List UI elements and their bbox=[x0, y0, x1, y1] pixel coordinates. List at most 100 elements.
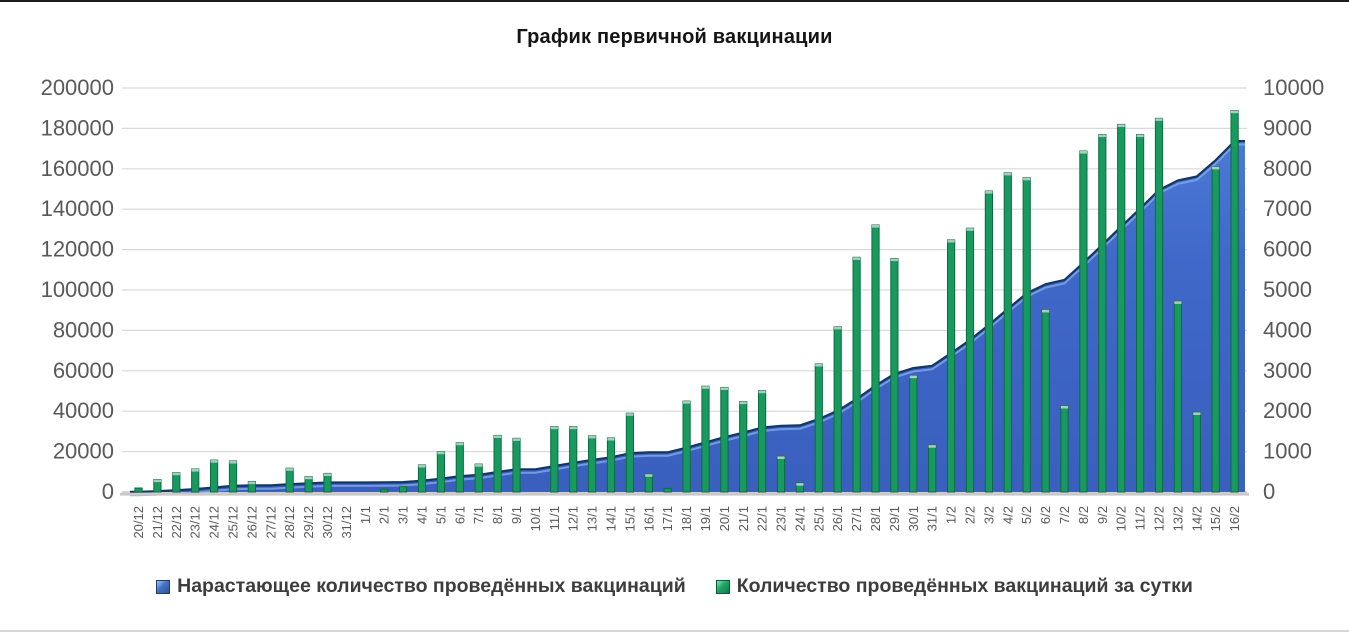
x-axis-tick-label: 15/2 bbox=[1208, 506, 1223, 531]
daily-bar-cap bbox=[305, 476, 313, 480]
daily-bar-cap bbox=[871, 225, 880, 228]
x-axis-tick-label: 10/1 bbox=[528, 506, 543, 531]
daily-bar bbox=[380, 488, 389, 493]
x-axis-tick-label: 11/2 bbox=[1133, 506, 1148, 530]
x-axis-tick-label: 13/1 bbox=[585, 506, 600, 531]
daily-bar bbox=[965, 227, 975, 493]
legend-item-cumulative: Нарастающее количество проведённых вакци… bbox=[156, 575, 686, 598]
left-axis-tick-label: 60000 bbox=[53, 358, 114, 383]
daily-bar bbox=[474, 463, 483, 493]
daily-bar-cap bbox=[720, 387, 728, 390]
daily-bar-cap bbox=[1042, 309, 1050, 313]
left-axis-tick-label: 0 bbox=[102, 479, 114, 504]
x-axis-tick-label: 30/12 bbox=[320, 506, 335, 539]
right-axis-tick-label: 1000 bbox=[1263, 439, 1312, 464]
x-axis-tick-label: 8/2 bbox=[1076, 506, 1091, 524]
x-axis-tick-label: 25/12 bbox=[225, 506, 240, 539]
x-axis-tick-label: 13/2 bbox=[1170, 506, 1185, 531]
daily-bar bbox=[191, 468, 200, 493]
daily-bar-cap bbox=[1079, 151, 1087, 154]
daily-bar-cap bbox=[1174, 301, 1182, 304]
daily-bar-cap bbox=[966, 228, 974, 231]
daily-bar bbox=[436, 451, 445, 493]
daily-bar-cap bbox=[1117, 124, 1125, 127]
x-axis-tick-label: 5/1 bbox=[433, 506, 448, 524]
daily-bar-cap bbox=[796, 483, 804, 486]
x-axis-tick-label: 21/1 bbox=[736, 506, 751, 531]
daily-bar-cap bbox=[550, 426, 558, 430]
left-axis-tick-label: 40000 bbox=[53, 398, 114, 423]
x-axis-tick-label: 23/12 bbox=[188, 506, 203, 539]
daily-series-marker-icon bbox=[715, 579, 730, 594]
x-axis-tick-label: 20/1 bbox=[717, 506, 732, 531]
daily-bar-cap bbox=[229, 460, 237, 464]
daily-bar bbox=[833, 326, 842, 493]
x-axis-tick-label: 2/1 bbox=[377, 506, 392, 524]
daily-bar-cap bbox=[701, 386, 710, 389]
daily-bar bbox=[1192, 411, 1201, 493]
daily-bar-cap bbox=[1193, 412, 1201, 415]
x-axis-tick-label: 31/12 bbox=[339, 506, 354, 539]
daily-bar-cap bbox=[1212, 166, 1220, 170]
left-axis-tick-label: 160000 bbox=[41, 156, 114, 181]
x-axis-line bbox=[120, 492, 1249, 496]
x-axis-tick-label: 12/2 bbox=[1152, 506, 1167, 531]
x-axis-tick-label: 27/12 bbox=[263, 506, 278, 539]
daily-bar-cap bbox=[456, 442, 464, 446]
x-axis-tick-label: 17/1 bbox=[660, 506, 675, 531]
right-axis-tick-label: 10000 bbox=[1263, 75, 1324, 100]
x-axis-tick-label: 22/1 bbox=[755, 506, 770, 531]
x-axis-tick-label: 28/1 bbox=[868, 506, 883, 531]
daily-bar-cap bbox=[815, 363, 823, 367]
daily-bar bbox=[1041, 309, 1050, 493]
daily-bar bbox=[739, 401, 748, 493]
daily-bar bbox=[228, 460, 238, 493]
daily-bar bbox=[1230, 110, 1239, 493]
x-axis-tick-label: 15/1 bbox=[622, 506, 637, 531]
daily-bar bbox=[323, 472, 332, 493]
x-axis-tick-label: 30/1 bbox=[906, 506, 921, 531]
daily-bar-cap bbox=[210, 460, 218, 463]
x-axis-tick-label: 19/1 bbox=[698, 506, 713, 531]
daily-bar-cap bbox=[1098, 134, 1106, 138]
daily-bar-cap bbox=[890, 258, 898, 262]
daily-bar-cap bbox=[1231, 110, 1239, 114]
daily-bars-series bbox=[134, 110, 1239, 493]
daily-bar-cap bbox=[1023, 177, 1031, 181]
daily-bar bbox=[550, 426, 559, 493]
chart-title: График первичной вакцинации bbox=[516, 26, 833, 48]
daily-bar bbox=[682, 400, 691, 493]
daily-bar bbox=[210, 459, 219, 493]
daily-bar bbox=[871, 224, 880, 493]
daily-bar bbox=[1003, 172, 1012, 493]
right-axis-ticks: 0 1000 2000 3000 4000 5000 6000 7000 8000 9000 100… bbox=[1263, 75, 1324, 504]
x-axis-tick-label: 4/1 bbox=[414, 506, 429, 524]
daily-bar-cap bbox=[928, 445, 936, 448]
daily-bar-cap bbox=[588, 435, 596, 439]
daily-bar-cap bbox=[248, 481, 256, 485]
daily-bar-cap bbox=[777, 456, 785, 459]
daily-bar bbox=[1117, 123, 1126, 493]
daily-bar bbox=[588, 435, 597, 493]
daily-bar-cap bbox=[437, 451, 445, 455]
daily-bar-cap bbox=[645, 474, 653, 477]
left-axis-tick-label: 180000 bbox=[41, 115, 114, 140]
daily-bar-cap bbox=[494, 435, 502, 438]
daily-bar bbox=[1173, 300, 1183, 493]
x-axis-tick-label: 25/1 bbox=[811, 506, 826, 531]
x-axis-tick-label: 9/1 bbox=[509, 506, 524, 524]
daily-bar bbox=[285, 467, 294, 493]
bottom-border bbox=[0, 630, 1349, 632]
daily-bar-cap bbox=[739, 401, 747, 405]
daily-bar bbox=[928, 444, 937, 493]
left-axis-tick-label: 20000 bbox=[53, 439, 114, 464]
daily-bar-cap bbox=[626, 413, 634, 416]
daily-bar bbox=[512, 437, 521, 493]
x-axis-tick-label: 29/1 bbox=[887, 506, 902, 531]
daily-bar bbox=[1098, 134, 1107, 493]
daily-bar bbox=[984, 190, 993, 493]
daily-bar-cap bbox=[286, 468, 294, 471]
x-axis-tick-label: 16/2 bbox=[1227, 506, 1242, 531]
daily-bar-cap bbox=[323, 473, 332, 476]
daily-bar-cap bbox=[475, 464, 483, 467]
